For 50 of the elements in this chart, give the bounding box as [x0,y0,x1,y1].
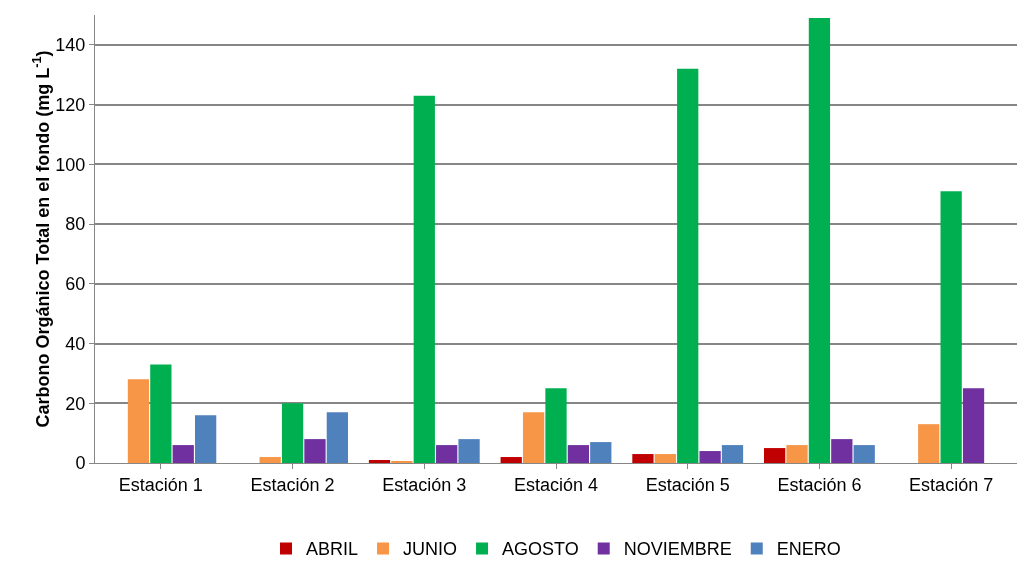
y-tick-label: 40 [65,333,86,354]
bar [304,439,326,463]
bar [962,388,985,463]
bar [721,445,744,463]
x-tick-label: Estación 5 [645,474,730,495]
x-tick-label: Estación 4 [513,474,599,495]
bar [677,68,699,463]
bar [699,451,721,463]
x-tick-label: Estación 1 [118,474,203,495]
y-tick-label: 140 [55,35,86,56]
y-tick-label: 20 [65,393,86,414]
legend-label: NOVIEMBRE [623,539,732,560]
x-tick-label: Estación 7 [909,474,994,495]
bar [632,454,654,463]
bar [458,439,480,463]
legend-label: AGOSTO [502,539,579,560]
bar [195,415,217,463]
bar [413,95,435,463]
bar [940,191,962,463]
bar [500,457,522,463]
bar [368,460,391,463]
legend-label: ABRIL [306,539,359,560]
bar [281,403,304,463]
bar [918,424,940,463]
bar [567,445,590,463]
bar [127,379,150,463]
bar [808,17,831,463]
bar [654,454,676,463]
y-tick-label: 60 [65,274,86,295]
bar [764,448,786,463]
bar [522,412,545,463]
y-tick-label: 0 [75,453,86,474]
x-tick-label: Estación 6 [777,474,862,495]
y-tick-label: 120 [55,94,86,115]
bar [786,445,808,463]
bar [590,442,612,463]
bar [831,439,853,463]
y-tick-label: 80 [65,214,86,235]
bar [326,412,348,463]
x-tick-label: Estación 3 [382,474,467,495]
y-tick-label: 100 [55,154,86,175]
bar [853,445,875,463]
bar [436,445,458,463]
x-tick-label: Estación 2 [250,474,335,495]
legend-label: JUNIO [403,539,458,560]
bar [172,445,194,463]
bar [259,457,281,463]
bar [150,364,172,463]
legend-label: ENERO [776,539,841,560]
bar [545,388,567,463]
